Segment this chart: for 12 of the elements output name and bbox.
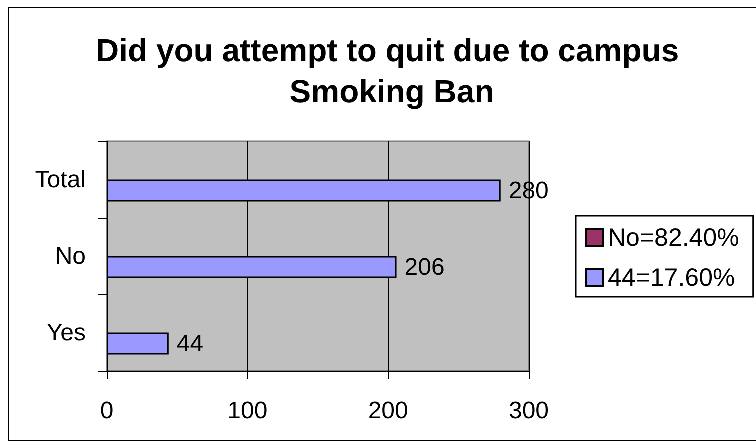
chart-title: Did you attempt to quit due to campus Smoking Ban [96,32,688,110]
data-label: 44 [176,330,204,358]
legend-label: 44=17.60% [608,264,736,292]
y-tick-label: No [55,242,86,270]
x-tick-label: 300 [508,398,550,424]
x-tick-label: 0 [100,398,114,424]
x-tick-label: 100 [228,398,268,424]
data-label: 206 [404,254,445,281]
y-tick-label: Total [35,166,86,194]
x-tick-label: 200 [368,398,408,424]
legend-label: No=82.40% [608,224,740,252]
y-tick-label: Yes [46,319,86,346]
